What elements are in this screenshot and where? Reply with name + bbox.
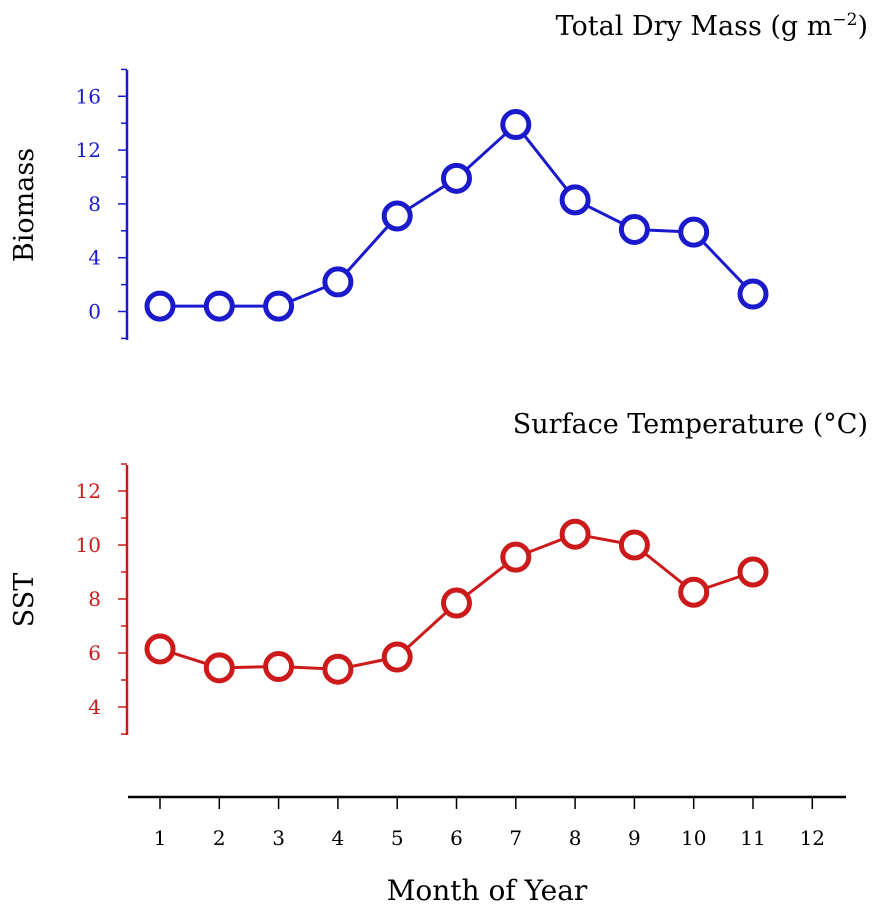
biomass-series-line <box>160 122 755 308</box>
sst-y-tick-label: 10 <box>76 533 101 557</box>
x-tick-label: 4 <box>332 826 345 850</box>
sst-panel-title: Surface Temperature (°C) <box>513 409 868 440</box>
sst-data-point <box>144 633 176 665</box>
x-axis: 1 2 3 4 5 6 7 8 9 10 11 12 Month of Year <box>128 795 846 907</box>
sst-panel: Surface Temperature (°C) SST 4 6 8 10 12 <box>9 409 868 735</box>
bio-data-point <box>381 200 413 232</box>
sst-data-point <box>203 652 235 684</box>
sst-data-point <box>559 518 591 550</box>
x-tick-label: 2 <box>213 826 226 850</box>
sst-data-point <box>322 653 354 685</box>
bio-y-tick-label: 4 <box>88 246 101 270</box>
biomass-y-axis-label: Biomass <box>9 148 40 262</box>
bio-data-point <box>678 216 710 248</box>
bio-data-point <box>144 290 176 322</box>
x-tick-label: 8 <box>569 826 582 850</box>
sst-y-axis-label: SST <box>9 573 40 628</box>
sst-y-tick-label: 8 <box>88 587 101 611</box>
bio-y-tick-label: 12 <box>76 138 101 162</box>
x-tick-label: 9 <box>628 826 641 850</box>
biomass-y-ticks: 0 4 8 12 16 <box>76 68 127 340</box>
x-tick-label: 12 <box>800 826 825 850</box>
bio-data-point <box>737 278 769 310</box>
biomass-panel-title: Total Dry Mass (g m−2) <box>556 10 868 42</box>
bio-data-point <box>263 290 295 322</box>
x-tick-label: 10 <box>681 826 706 850</box>
bio-data-point <box>500 109 532 141</box>
x-axis-label: Month of Year <box>387 874 588 907</box>
sst-data-point <box>441 587 472 619</box>
bio-y-tick-label: 0 <box>88 300 101 324</box>
sst-data-point <box>678 576 710 608</box>
bio-data-point <box>441 162 472 194</box>
sst-y-tick-label: 6 <box>88 641 101 665</box>
biomass-panel: Total Dry Mass (g m−2) Biomass 0 4 8 12 16 <box>9 10 868 340</box>
bio-y-tick-label: 8 <box>88 192 101 216</box>
bio-data-point <box>559 184 591 216</box>
sst-y-ticks: 4 6 8 10 12 <box>76 463 127 735</box>
x-tick-label: 6 <box>450 826 463 850</box>
x-ticks: 1 2 3 4 5 6 7 8 9 10 11 12 <box>154 797 825 850</box>
sst-data-point <box>381 641 413 673</box>
sst-data-point <box>263 651 295 682</box>
biomass-series-points <box>144 109 769 322</box>
bio-y-tick-label: 16 <box>76 84 101 108</box>
x-tick-label: 5 <box>391 826 404 850</box>
sst-data-point <box>737 556 769 588</box>
x-tick-label: 11 <box>740 826 765 850</box>
sst-y-tick-label: 4 <box>88 695 101 719</box>
sst-data-point <box>618 529 650 561</box>
bio-data-point <box>618 213 650 245</box>
x-tick-label: 7 <box>509 826 522 850</box>
x-tick-label: 3 <box>272 826 285 850</box>
x-tick-label: 1 <box>154 826 167 850</box>
sst-series-points <box>144 518 769 685</box>
sst-data-point <box>500 541 532 573</box>
bio-data-point <box>203 290 235 322</box>
bio-data-point <box>322 266 354 298</box>
sst-y-tick-label: 12 <box>76 479 101 503</box>
